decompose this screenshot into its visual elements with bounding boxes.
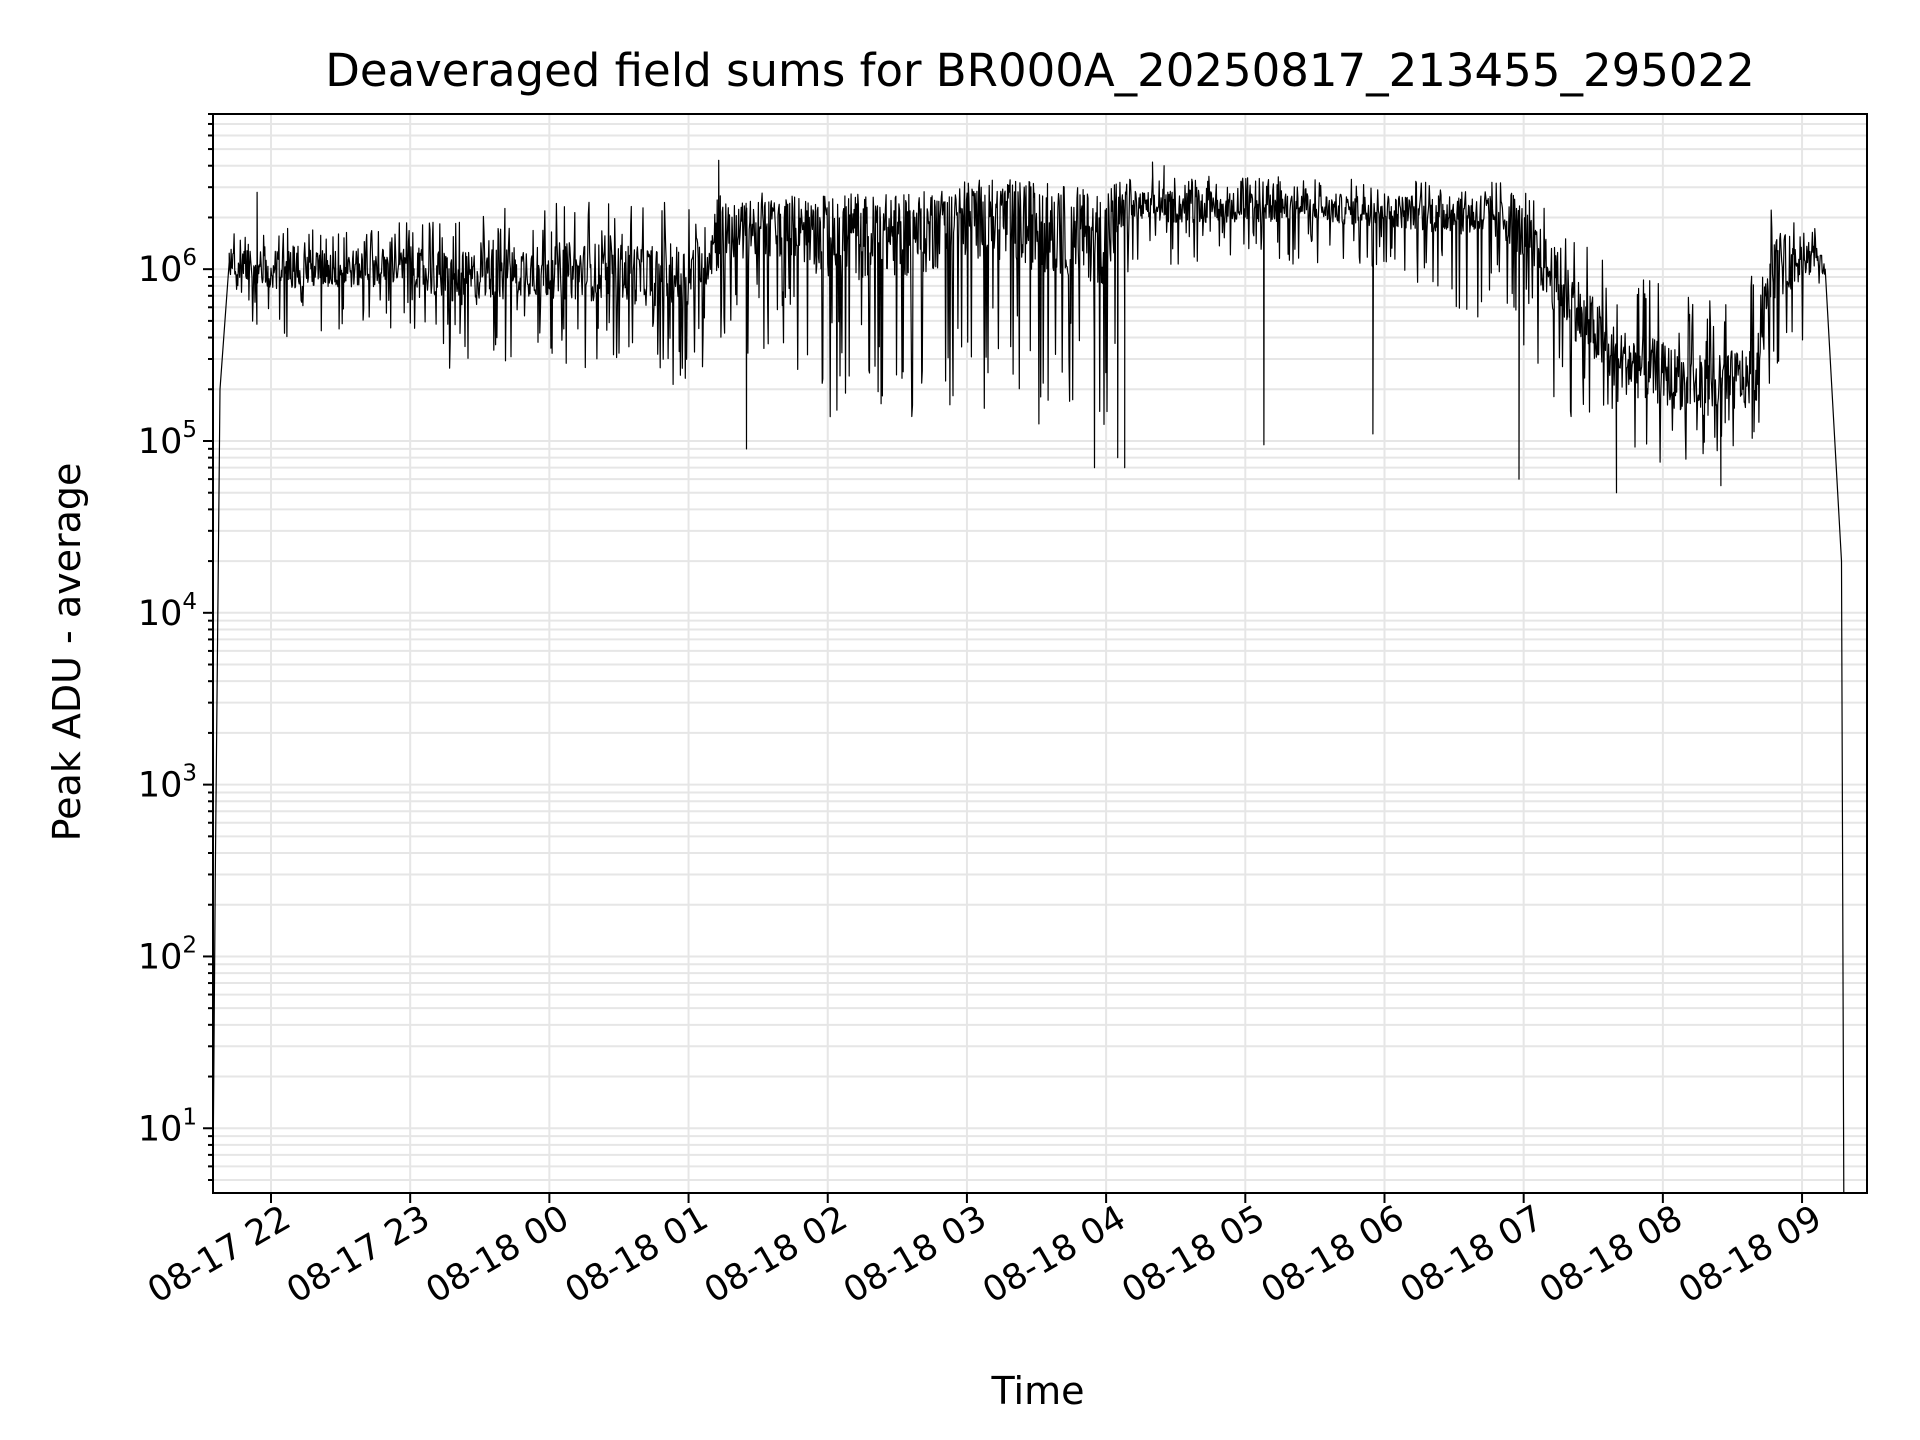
chart-title: Deaveraged field sums for BR000A_2025081… [325, 44, 1754, 97]
grid [213, 113, 1867, 1193]
y-tick-label: 105 [138, 417, 197, 462]
y-tick-label: 101 [138, 1104, 197, 1149]
axes-frame [212, 113, 1868, 1194]
x-tick-label: 08-18 09 [1672, 1198, 1828, 1311]
x-tick-label: 08-17 23 [280, 1198, 436, 1311]
x-axis-label: Time [991, 1369, 1085, 1413]
y-tick-label: 104 [138, 589, 197, 634]
x-tick-label: 08-18 04 [976, 1198, 1132, 1311]
x-tick-label: 08-17 22 [141, 1198, 297, 1311]
y-axis-label: Peak ADU - average [45, 463, 89, 842]
x-tick-label: 08-18 05 [1116, 1198, 1272, 1311]
x-tick-label: 08-18 01 [559, 1198, 715, 1311]
y-tick-label: 102 [138, 932, 197, 977]
x-tick-label: 08-18 07 [1394, 1198, 1550, 1311]
y-axis-ticks: 101 102 103 104 105 106 [138, 113, 213, 1181]
x-tick-label: 08-18 00 [420, 1198, 576, 1311]
series-line [212, 159, 1845, 1194]
y-tick-label: 103 [138, 761, 197, 806]
x-tick-label: 08-18 06 [1255, 1198, 1411, 1311]
x-tick-label: 08-18 03 [837, 1198, 993, 1311]
x-tick-label: 08-18 08 [1533, 1198, 1689, 1311]
x-tick-label: 08-18 02 [698, 1198, 854, 1311]
y-tick-label: 106 [138, 245, 197, 290]
series-layer [212, 159, 1845, 1194]
